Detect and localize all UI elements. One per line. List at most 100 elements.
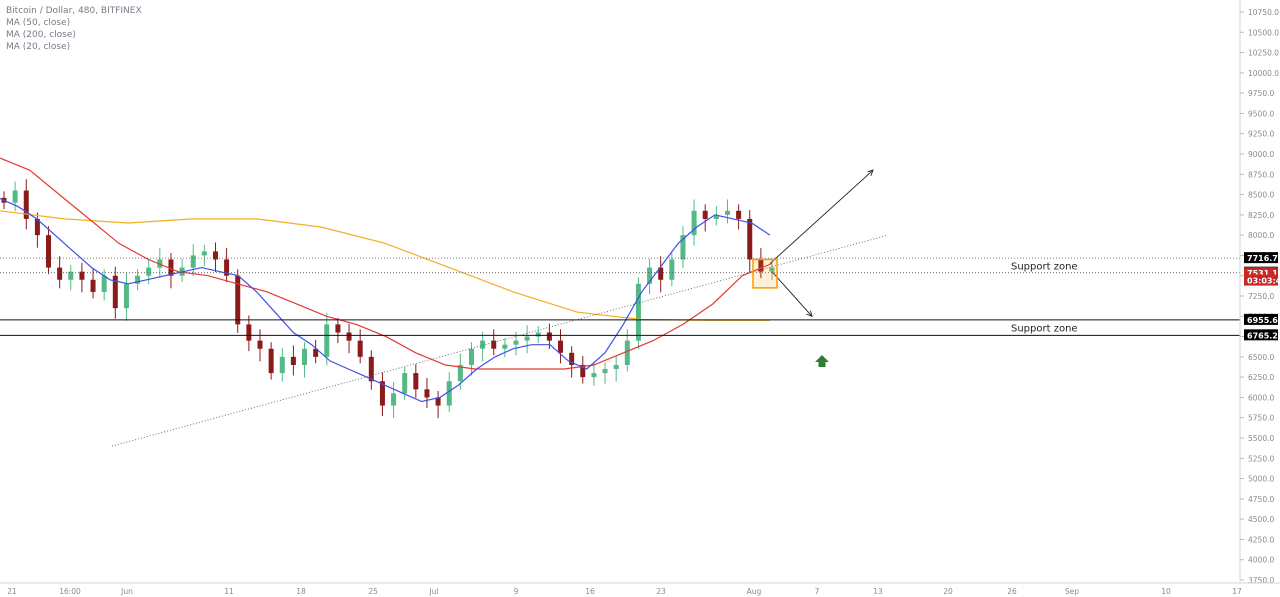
price-tick-label: 9750.0 (1248, 89, 1274, 98)
candle-body (702, 210, 708, 219)
time-tick-label: 17 (1232, 587, 1242, 596)
price-badge-label: 7531.1 (1247, 269, 1278, 278)
legend-ma200[interactable]: MA (200, close) (6, 30, 76, 40)
price-tick-label: 8000.0 (1248, 231, 1274, 240)
time-tick-label: 10 (1161, 587, 1171, 596)
time-tick-label: 18 (296, 587, 306, 596)
bullish-arrow (769, 170, 873, 264)
candle-body (324, 324, 330, 357)
time-tick-label: Jul (428, 587, 438, 596)
candle-body (12, 190, 18, 203)
price-badge (1244, 329, 1278, 341)
candle-body (491, 340, 497, 349)
candle-body (268, 348, 274, 374)
drawings-group: Support zone Support zone (0, 170, 1240, 447)
time-tick-label: 13 (873, 587, 883, 596)
price-tick-label: 7250.0 (1248, 292, 1274, 301)
candle-body (658, 267, 664, 280)
candle-body (168, 259, 174, 276)
price-axis: 10750.0 10500.0 10250.0 10000.0 9750.0 9500.0… (1239, 0, 1279, 585)
candle-body (346, 332, 352, 341)
price-tick-label: 8250.0 (1248, 211, 1274, 220)
candle-body (112, 275, 118, 309)
price-badge-label: 6955.6 (1247, 316, 1278, 325)
candle-body (580, 364, 586, 378)
price-tick-label: 5250.0 (1248, 454, 1274, 463)
candle-body (235, 275, 241, 325)
candle-body (569, 352, 575, 365)
candle-body (123, 283, 129, 309)
time-axis: 21 16:00 Jun 11 18 25 Jul 9 16 23 Aug 7 13 20 26 Sep 10 1… (0, 582, 1280, 596)
price-tick-label: 8750.0 (1248, 170, 1274, 179)
legend-symbol[interactable]: Bitcoin / Dollar, 480, BITFINEX (6, 6, 142, 16)
time-tick-label: 25 (368, 587, 378, 596)
candle-body (613, 364, 619, 370)
candle-body (468, 348, 474, 365)
price-badge-label: 03:03:46 (1247, 277, 1280, 286)
candle-body (23, 190, 29, 219)
candle-body (146, 267, 152, 276)
candle-body (424, 389, 430, 398)
candle-body (290, 356, 296, 365)
price-tick-label: 9250.0 (1248, 130, 1274, 139)
candles-group (1, 179, 775, 419)
candle-body (736, 210, 742, 219)
candle-body (535, 332, 541, 337)
candle-body (201, 251, 207, 256)
candle-body (591, 373, 597, 378)
candle-body (302, 348, 308, 365)
candle-body (446, 381, 452, 406)
candle-body (257, 340, 263, 349)
price-tick-label: 4750.0 (1248, 495, 1274, 504)
candle-body (724, 210, 730, 215)
ma20-line (0, 198, 771, 403)
price-tick-label: 5500.0 (1248, 434, 1274, 443)
candle-body (635, 283, 641, 341)
candle-body (769, 267, 775, 272)
candle-body (669, 259, 675, 280)
candle-body (680, 235, 686, 260)
time-tick-label: Sep (1065, 587, 1079, 596)
candle-body (602, 369, 608, 374)
price-tick-label: 6500.0 (1248, 353, 1274, 362)
price-tick-label: 5000.0 (1248, 475, 1274, 484)
time-tick-label: 7 (815, 587, 820, 596)
time-tick-label: Aug (747, 587, 762, 596)
candle-body (546, 332, 552, 341)
candle-body (335, 324, 341, 333)
bearish-arrow (771, 271, 812, 317)
candle-body (713, 214, 719, 219)
candle-body (90, 279, 96, 292)
price-tick-label: 10250.0 (1248, 49, 1279, 58)
chart-legend: Bitcoin / Dollar, 480, BITFINEX MA (50, … (6, 5, 142, 53)
candle-body (357, 340, 363, 357)
time-tick-label: 16:00 (59, 587, 81, 596)
candle-body (513, 340, 519, 345)
price-tick-label: 3750.0 (1248, 576, 1274, 585)
price-tick-label: 5750.0 (1248, 414, 1274, 423)
candle-body (212, 251, 218, 260)
candle-body (480, 340, 486, 349)
price-tick-label: 4250.0 (1248, 535, 1274, 544)
legend-ma20[interactable]: MA (20, close) (6, 42, 71, 52)
legend-ma50[interactable]: MA (50, close) (6, 18, 71, 28)
candle-body (313, 348, 319, 357)
candle-body (190, 255, 196, 268)
candle-body (647, 267, 653, 284)
up-arrow-icon (815, 355, 829, 367)
candle-body (57, 267, 63, 280)
price-tick-label: 10750.0 (1248, 8, 1279, 17)
time-tick-label: 23 (656, 587, 666, 596)
time-tick-label: 11 (224, 587, 234, 596)
highlight-box (752, 258, 778, 289)
time-tick-label: 9 (514, 587, 519, 596)
price-tick-label: 10500.0 (1248, 28, 1279, 37)
candle-body (279, 356, 285, 374)
candle-body (79, 271, 85, 280)
price-badge-label: 7716.7 (1247, 254, 1278, 263)
price-badge (1244, 252, 1278, 264)
support-zone-upper-label: Support zone (1011, 261, 1078, 272)
ma50-line (0, 157, 773, 370)
candle-body (413, 373, 419, 390)
